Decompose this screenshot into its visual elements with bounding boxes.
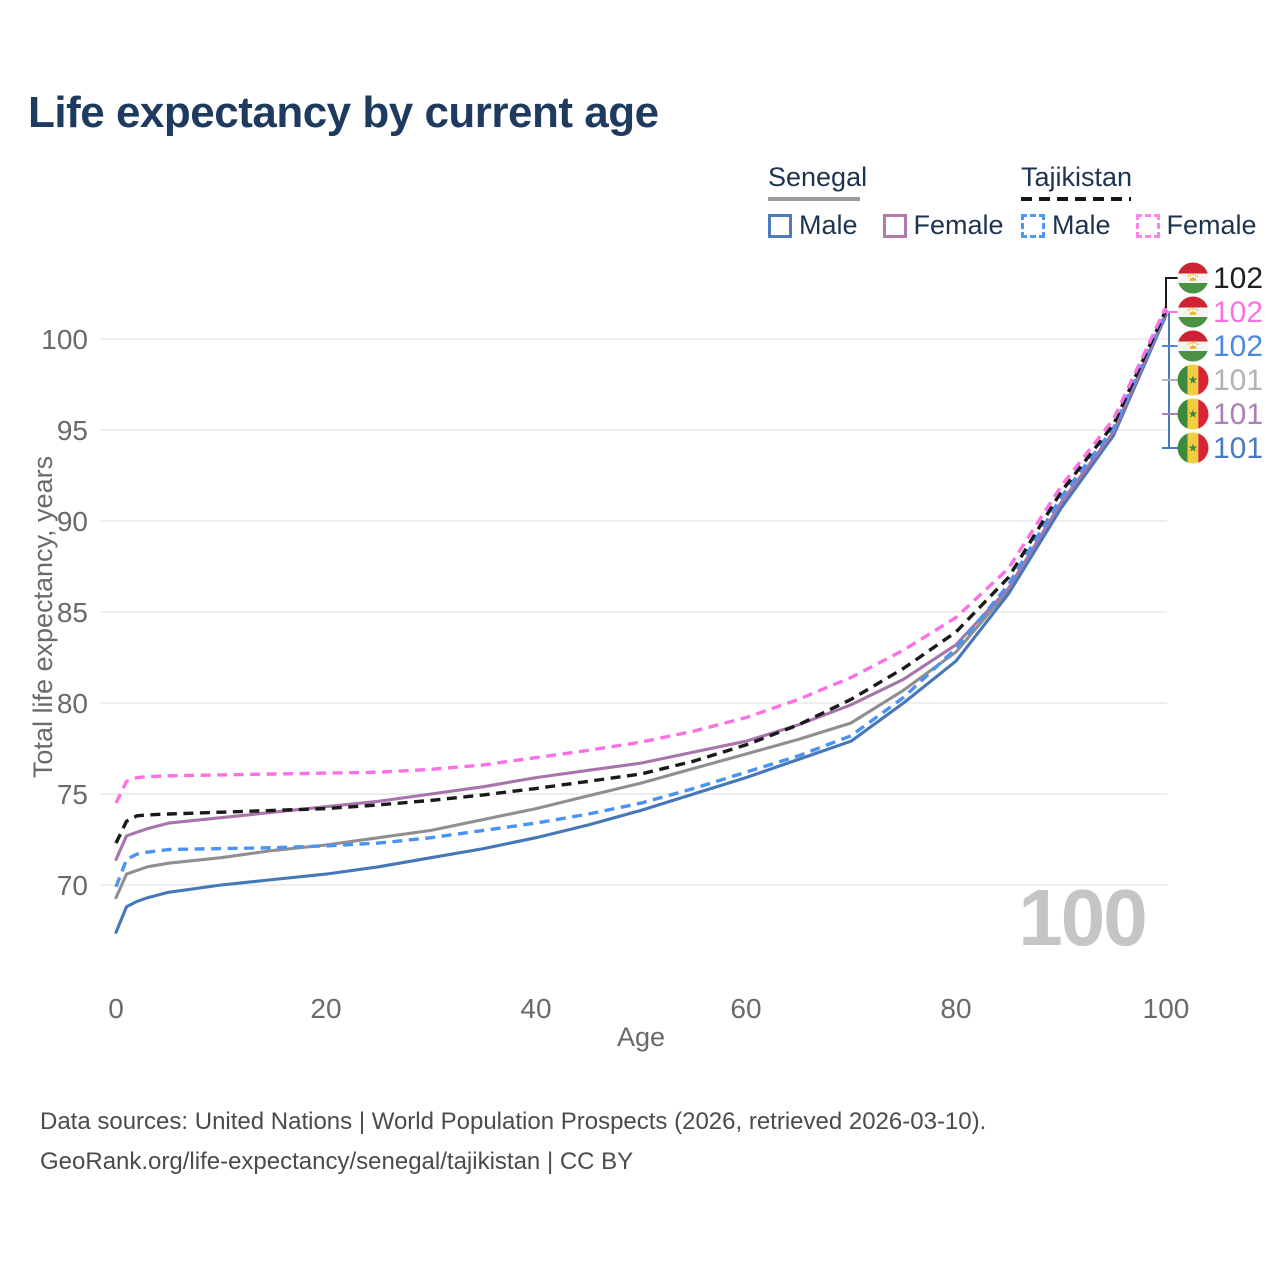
x-tick-label: 40 bbox=[520, 993, 551, 1024]
legend-senegal-female-label[interactable]: Female bbox=[913, 210, 1004, 240]
x-axis-title: Age bbox=[617, 1022, 665, 1052]
leader-line-black bbox=[1165, 277, 1178, 308]
tajikistan-flag-icon bbox=[1177, 296, 1209, 328]
end-label-value: 102 bbox=[1213, 330, 1263, 363]
senegal-flag-icon bbox=[1177, 364, 1209, 396]
tajikistan-flag-icon bbox=[1177, 330, 1209, 362]
x-tick-label: 100 bbox=[1143, 993, 1190, 1024]
end-label-value: 101 bbox=[1213, 398, 1263, 431]
x-tick-label: 60 bbox=[730, 993, 761, 1024]
y-tick-label: 75 bbox=[57, 779, 88, 810]
footer-link: GeoRank.org/life-expectancy/senegal/taji… bbox=[40, 1148, 634, 1175]
legend-tajikistan-female-swatch[interactable] bbox=[1135, 213, 1160, 238]
series-line-tajikistan-female bbox=[114, 306, 1168, 804]
x-tick-label: 20 bbox=[310, 993, 341, 1024]
y-tick-label: 100 bbox=[41, 324, 88, 355]
age-counter: 100 bbox=[1018, 873, 1147, 962]
series-lines bbox=[114, 306, 1168, 934]
footer-data-sources: Data sources: United Nations | World Pop… bbox=[40, 1108, 987, 1135]
legend-senegal-underline bbox=[768, 197, 860, 201]
gridlines bbox=[100, 338, 1167, 886]
x-tick-label: 80 bbox=[940, 993, 971, 1024]
y-tick-label: 95 bbox=[57, 415, 88, 446]
legend-group-tajikistan: Tajikistan Male Female bbox=[1021, 162, 1257, 241]
senegal-flag-icon bbox=[1177, 398, 1209, 430]
legend-senegal-female-swatch[interactable] bbox=[882, 213, 907, 238]
y-axis-title: Total life expectancy, years bbox=[28, 456, 58, 778]
end-label-value: 101 bbox=[1213, 364, 1263, 397]
legend-tajikistan-female-label[interactable]: Female bbox=[1166, 210, 1257, 240]
axis-tick-labels: 70 75 80 85 90 95 100 0 20 40 60 80 100 bbox=[41, 324, 1189, 1024]
legend-tajikistan-male-swatch[interactable] bbox=[1021, 213, 1045, 238]
series-line-senegal-male bbox=[114, 313, 1168, 934]
legend-group-senegal: Senegal Male Female bbox=[768, 162, 1004, 241]
legend-senegal-male-label[interactable]: Male bbox=[799, 210, 858, 240]
y-tick-label: 90 bbox=[57, 506, 88, 537]
senegal-flag-icon bbox=[1177, 432, 1209, 464]
series-line-tajikistan-both bbox=[114, 309, 1168, 844]
legend-tajikistan-underline bbox=[1021, 197, 1131, 201]
legend-senegal-male-swatch[interactable] bbox=[768, 213, 792, 238]
end-label-value: 102 bbox=[1213, 296, 1263, 329]
legend-tajikistan-male-label[interactable]: Male bbox=[1052, 210, 1111, 240]
y-tick-label: 85 bbox=[57, 597, 88, 628]
y-tick-label: 80 bbox=[57, 688, 88, 719]
end-label-value: 101 bbox=[1213, 432, 1263, 465]
series-line-senegal-both bbox=[114, 312, 1168, 900]
y-tick-label: 70 bbox=[57, 870, 88, 901]
page-title: Life expectancy by current age bbox=[28, 88, 659, 137]
series-line-senegal-female bbox=[114, 311, 1168, 862]
x-tick-label: 0 bbox=[108, 993, 124, 1024]
tajikistan-flag-icon bbox=[1177, 262, 1209, 294]
legend-senegal-title: Senegal bbox=[768, 162, 868, 192]
legend-tajikistan-title: Tajikistan bbox=[1021, 162, 1133, 192]
end-label-value: 102 bbox=[1213, 262, 1263, 295]
series-line-tajikistan-male bbox=[114, 311, 1168, 888]
